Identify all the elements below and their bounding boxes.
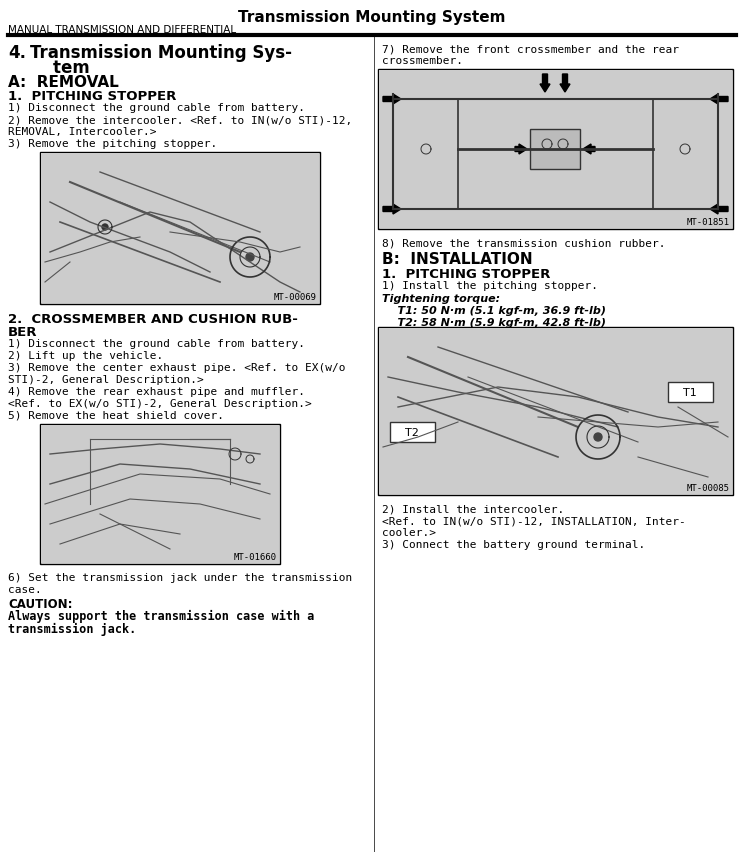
Text: T1: 50 N·m (5.1 kgf-m, 36.9 ft-lb): T1: 50 N·m (5.1 kgf-m, 36.9 ft-lb) — [382, 306, 606, 315]
Circle shape — [594, 434, 602, 441]
Text: MT-01660: MT-01660 — [234, 552, 277, 561]
Text: transmission jack.: transmission jack. — [8, 622, 136, 636]
Text: tem: tem — [30, 59, 90, 77]
Text: T2: T2 — [405, 428, 419, 437]
Text: BER: BER — [8, 325, 37, 338]
Bar — [40, 153, 320, 305]
Text: Tightening torque:: Tightening torque: — [382, 294, 500, 303]
Circle shape — [246, 254, 254, 262]
Bar — [390, 423, 435, 442]
Bar — [379, 71, 732, 228]
Text: 4.: 4. — [8, 44, 26, 62]
Bar — [668, 383, 713, 402]
Text: cooler.>: cooler.> — [382, 527, 436, 538]
Bar — [378, 70, 733, 230]
Text: 1) Disconnect the ground cable from battery.: 1) Disconnect the ground cable from batt… — [8, 103, 305, 112]
Text: 1) Install the pitching stopper.: 1) Install the pitching stopper. — [382, 280, 598, 291]
Text: Always support the transmission case with a: Always support the transmission case wit… — [8, 609, 315, 622]
Text: <Ref. to EX(w/o STI)-2, General Description.>: <Ref. to EX(w/o STI)-2, General Descript… — [8, 399, 312, 408]
Text: 4) Remove the rear exhaust pipe and muffler.: 4) Remove the rear exhaust pipe and muff… — [8, 387, 305, 396]
Text: CAUTION:: CAUTION: — [8, 597, 72, 610]
Text: 7) Remove the front crossmember and the rear: 7) Remove the front crossmember and the … — [382, 44, 679, 54]
Bar — [40, 424, 280, 564]
Text: 2) Lift up the vehicle.: 2) Lift up the vehicle. — [8, 350, 163, 360]
Text: T1: T1 — [683, 388, 697, 398]
FancyArrow shape — [560, 75, 570, 93]
Bar — [41, 425, 279, 563]
Text: 2.  CROSSMEMBER AND CUSHION RUB-: 2. CROSSMEMBER AND CUSHION RUB- — [8, 313, 298, 325]
Text: MT-01851: MT-01851 — [687, 218, 730, 227]
Text: MT-00069: MT-00069 — [274, 292, 317, 302]
Bar — [378, 328, 733, 495]
Text: B:  INSTALLATION: B: INSTALLATION — [382, 251, 533, 267]
Text: MT-00085: MT-00085 — [687, 483, 730, 492]
Text: REMOVAL, Intercooler.>: REMOVAL, Intercooler.> — [8, 127, 156, 137]
Text: case.: case. — [8, 584, 42, 595]
Text: 3) Remove the pitching stopper.: 3) Remove the pitching stopper. — [8, 139, 217, 149]
Text: 6) Set the transmission jack under the transmission: 6) Set the transmission jack under the t… — [8, 573, 352, 582]
Text: 1) Disconnect the ground cable from battery.: 1) Disconnect the ground cable from batt… — [8, 338, 305, 348]
Text: 2) Install the intercooler.: 2) Install the intercooler. — [382, 504, 564, 514]
Text: MANUAL TRANSMISSION AND DIFFERENTIAL: MANUAL TRANSMISSION AND DIFFERENTIAL — [8, 25, 236, 35]
Text: <Ref. to IN(w/o STI)-12, INSTALLATION, Inter-: <Ref. to IN(w/o STI)-12, INSTALLATION, I… — [382, 515, 686, 526]
FancyArrow shape — [710, 204, 728, 215]
Text: A:  REMOVAL: A: REMOVAL — [8, 75, 119, 90]
Text: 3) Connect the battery ground terminal.: 3) Connect the battery ground terminal. — [382, 539, 645, 550]
Bar — [379, 329, 732, 494]
Text: 1.  PITCHING STOPPER: 1. PITCHING STOPPER — [382, 268, 551, 280]
FancyArrow shape — [383, 95, 401, 105]
FancyArrow shape — [540, 75, 550, 93]
Text: Transmission Mounting System: Transmission Mounting System — [238, 10, 506, 25]
Text: 2) Remove the intercooler. <Ref. to IN(w/o STI)-12,: 2) Remove the intercooler. <Ref. to IN(w… — [8, 115, 352, 125]
Bar — [41, 154, 319, 303]
FancyArrow shape — [710, 95, 728, 105]
FancyArrow shape — [515, 145, 527, 155]
Text: 8) Remove the transmission cushion rubber.: 8) Remove the transmission cushion rubbe… — [382, 238, 665, 248]
Circle shape — [102, 225, 108, 231]
Text: 5) Remove the heat shield cover.: 5) Remove the heat shield cover. — [8, 411, 224, 421]
Text: STI)-2, General Description.>: STI)-2, General Description.> — [8, 375, 204, 384]
Text: 3) Remove the center exhaust pipe. <Ref. to EX(w/o: 3) Remove the center exhaust pipe. <Ref.… — [8, 363, 345, 372]
FancyArrow shape — [383, 204, 401, 215]
Text: crossmember.: crossmember. — [382, 56, 463, 66]
Text: 1.  PITCHING STOPPER: 1. PITCHING STOPPER — [8, 90, 176, 103]
FancyArrow shape — [583, 145, 595, 155]
Bar — [530, 130, 580, 170]
Text: Transmission Mounting Sys-: Transmission Mounting Sys- — [30, 44, 292, 62]
Text: T2: 58 N·m (5.9 kgf-m, 42.8 ft-lb): T2: 58 N·m (5.9 kgf-m, 42.8 ft-lb) — [382, 318, 606, 328]
